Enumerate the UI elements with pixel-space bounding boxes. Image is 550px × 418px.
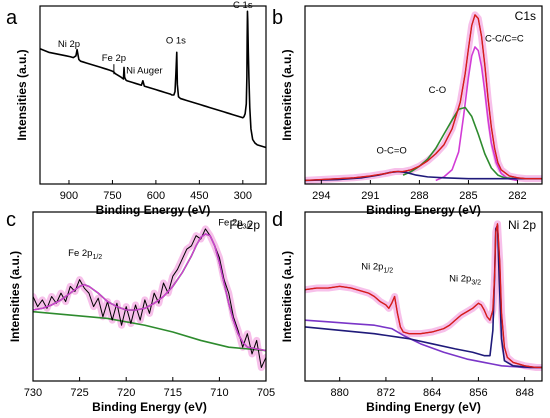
peak-annotation: O-C=O xyxy=(376,146,406,157)
x-tick-label: 600 xyxy=(147,190,165,202)
series-line-b-1 xyxy=(305,14,542,182)
series-line-a-0 xyxy=(40,10,266,149)
plot-area-c xyxy=(33,225,266,371)
x-tick-label: 450 xyxy=(190,190,208,202)
series-line-c-3 xyxy=(33,310,266,352)
peak-annotation: C-O xyxy=(429,85,446,96)
panel-letter: c xyxy=(6,209,16,231)
plot-area-a xyxy=(40,10,266,149)
x-axis-title: Binding Energy (eV) xyxy=(366,203,481,217)
x-axis-title: Binding Energy (eV) xyxy=(92,400,207,414)
series-line-d-3 xyxy=(305,319,542,369)
peak-annotation: Ni 2p1/2 xyxy=(361,261,393,274)
peak-annotation: Ni 2p3/2 xyxy=(449,273,481,286)
x-tick-label: 848 xyxy=(515,387,533,399)
plot-frame-d xyxy=(304,211,543,382)
x-tick-label: 294 xyxy=(312,190,330,202)
x-tick-label: 725 xyxy=(70,387,88,399)
series-line-d-2 xyxy=(305,224,542,369)
peak-annotation: C-C/C=C xyxy=(485,34,524,45)
plot-frame-c xyxy=(32,211,267,382)
series-line-b-2 xyxy=(435,46,518,182)
series-line-b-3 xyxy=(402,106,515,180)
plot-frame-b xyxy=(304,5,543,185)
panel-letter: a xyxy=(6,7,18,29)
x-tick-label: 715 xyxy=(164,387,182,399)
plot-area-b xyxy=(305,11,542,184)
series-line-b-4 xyxy=(305,170,542,182)
peak-annotation: Ni Auger xyxy=(126,66,162,77)
x-tick-label: 730 xyxy=(24,387,42,399)
fit-envelope-d xyxy=(305,220,542,371)
x-tick-label: 285 xyxy=(459,190,477,202)
panel-title: C1s xyxy=(515,9,536,23)
peak-annotation: Ni 2p xyxy=(58,39,80,50)
panel-title: Fe 2p xyxy=(229,218,260,232)
panel-c: 730 725 720 715 710 705 Binding Energy (eV) Int… xyxy=(6,209,275,414)
panel-letter: d xyxy=(272,209,283,231)
x-tick-label: 300 xyxy=(234,190,252,202)
series-line-c-0 xyxy=(33,228,266,368)
y-axis-title: Intensities (a.u.) xyxy=(15,49,29,140)
y-axis-title: Intensities (a.u.) xyxy=(280,49,294,140)
panel-a: 900 750 600 450 300 Binding Energy (eV) Intens… xyxy=(6,0,267,217)
x-axis-title: Binding Energy (eV) xyxy=(96,203,211,217)
x-tick-label: 720 xyxy=(117,387,135,399)
x-tick-label: 900 xyxy=(60,190,78,202)
panel-b: 294 291 288 285 282 Binding Energy (eV) Intens… xyxy=(272,5,543,217)
x-tick-label: 282 xyxy=(508,190,526,202)
x-tick-label: 750 xyxy=(103,190,121,202)
y-axis-title: Intensities (a.u.) xyxy=(8,251,22,342)
x-axis-title: Binding Energy (eV) xyxy=(366,400,481,414)
plot-frame-a xyxy=(39,5,267,185)
x-tick-label: 291 xyxy=(361,190,379,202)
series-line-c-1 xyxy=(33,233,266,352)
peak-annotation: C 1s xyxy=(233,0,253,11)
x-tick-label: 856 xyxy=(469,387,487,399)
series-line-d-1 xyxy=(305,223,542,369)
x-tick-label: 880 xyxy=(331,387,349,399)
x-tick-label: 864 xyxy=(423,387,441,399)
y-axis-title: Intensities (a.u.) xyxy=(280,251,294,342)
x-tick-label: 705 xyxy=(257,387,275,399)
panel-d: 880 872 864 856 848 Binding Energy (eV) Intens… xyxy=(272,209,543,414)
peak-annotation: Fe 2p1/2 xyxy=(68,248,102,261)
panel-letter: b xyxy=(272,7,283,29)
plot-area-d xyxy=(305,220,542,371)
peak-annotation: Fe 2p3/2 xyxy=(218,218,252,231)
panel-title: Ni 2p xyxy=(508,218,536,232)
peak-annotation: O 1s xyxy=(166,35,186,46)
peak-annotation: Fe 2p xyxy=(102,53,126,64)
x-tick-label: 872 xyxy=(377,387,395,399)
x-tick-label: 710 xyxy=(210,387,228,399)
x-tick-label: 288 xyxy=(410,190,428,202)
